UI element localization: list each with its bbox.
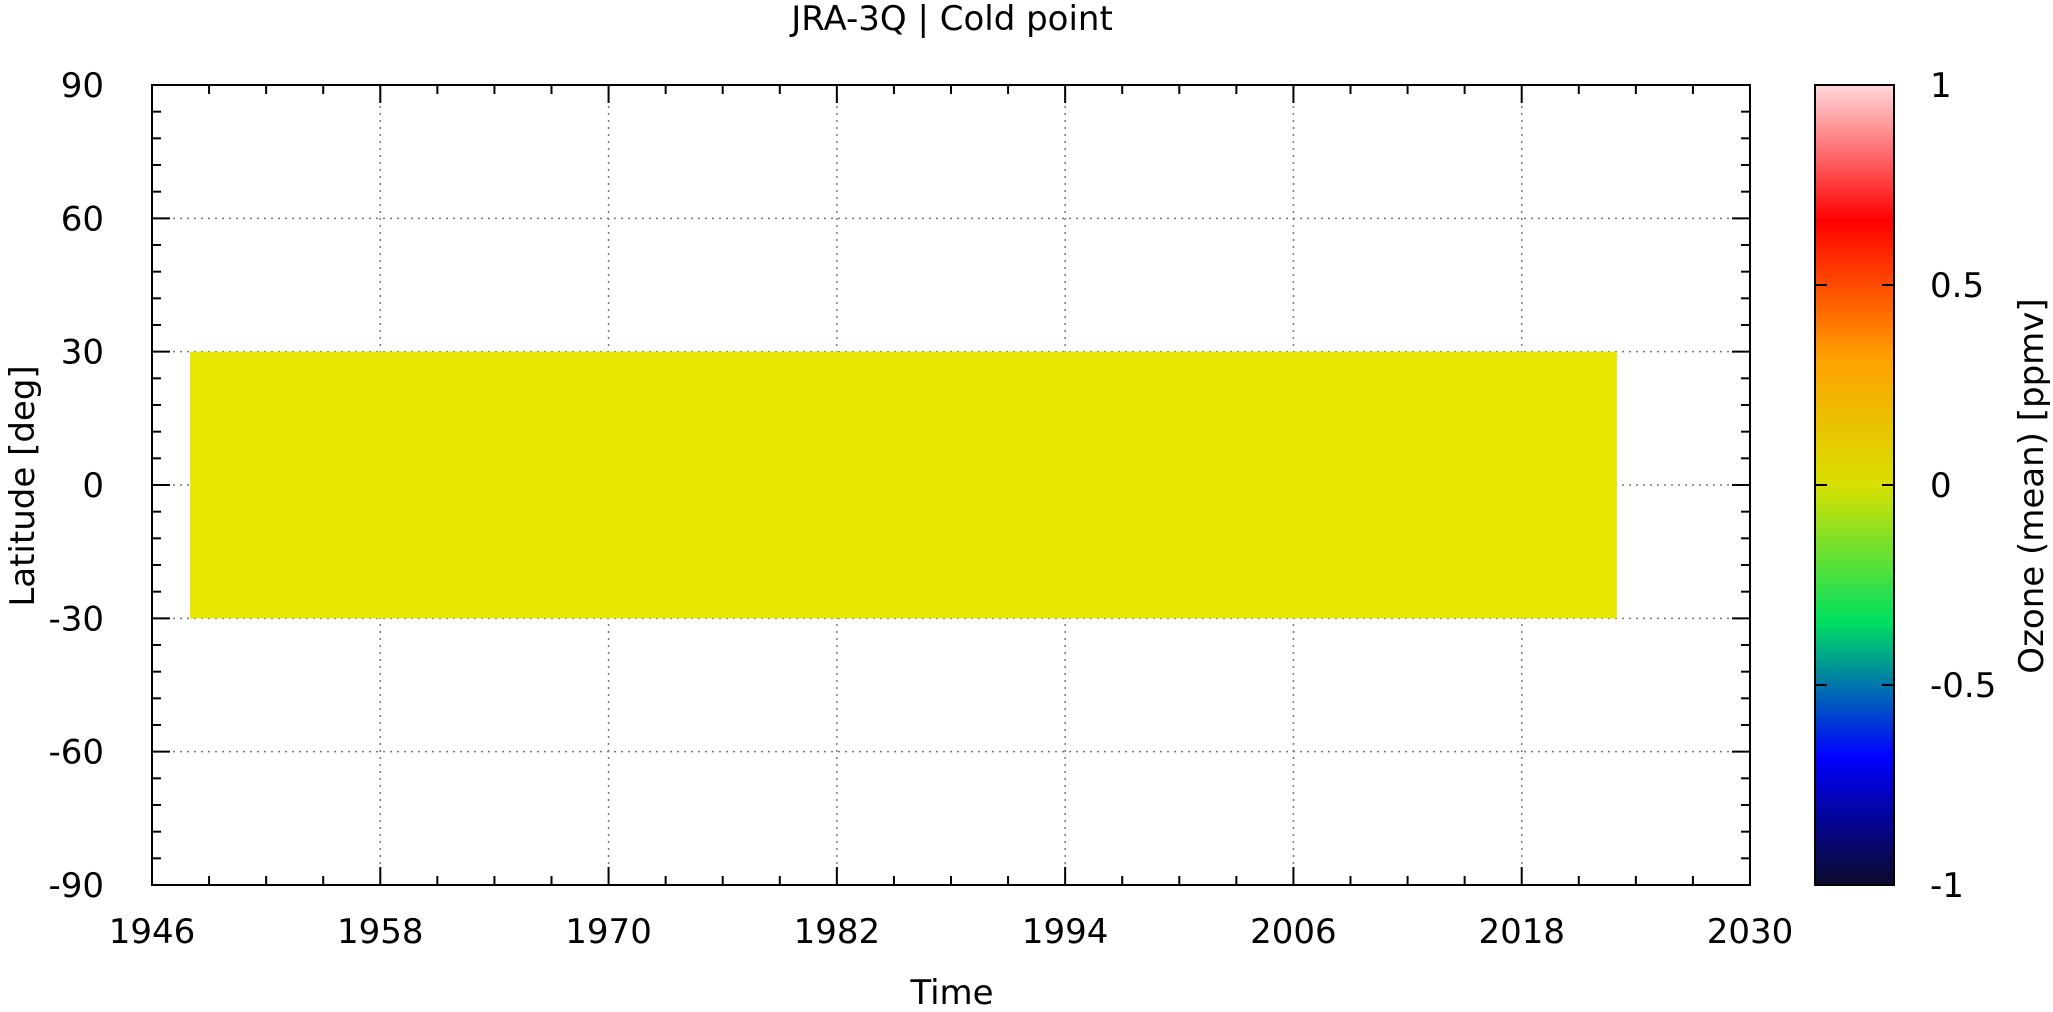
colorbar-tick-labels: 1 0.5 0 -0.5 -1 (1930, 66, 1996, 906)
y-tick-label: 30 (61, 333, 104, 373)
x-tick-labels: 1946 1958 1970 1982 1994 2006 2018 2030 (109, 912, 1794, 952)
x-tick-label: 2006 (1250, 912, 1337, 952)
colorbar-ticks (1815, 84, 1894, 886)
y-tick-label: -90 (48, 866, 104, 906)
y-tick-label: 0 (82, 466, 104, 506)
x-tick-label: 1970 (565, 912, 652, 952)
colorbar-tick-label: 1 (1930, 66, 1952, 106)
x-tick-label: 1946 (109, 912, 196, 952)
y-tick-label: 60 (61, 199, 104, 239)
plot-area (151, 84, 1751, 886)
colorbar-tick-label: -1 (1930, 866, 1964, 906)
y-tick-label: 90 (61, 66, 104, 106)
colorbar-tick-label: 0 (1930, 466, 1952, 506)
y-tick-labels: 90 60 30 0 -30 -60 -90 (48, 66, 104, 906)
x-tick-label: 2018 (1478, 912, 1565, 952)
data-region (190, 351, 1617, 619)
x-axis-label: Time (909, 973, 993, 1012)
colorbar: 1 0.5 0 -0.5 -1 (1814, 66, 1996, 906)
y-tick-label: -60 (48, 733, 104, 773)
x-tick-label: 1982 (794, 912, 881, 952)
y-tick-label: -30 (48, 599, 104, 639)
y-axis-label: Latitude [deg] (3, 365, 43, 606)
chart-title: JRA-3Q | Cold point (789, 0, 1113, 39)
colorbar-label: Ozone (mean) [ppmv] (2012, 298, 2052, 673)
x-tick-label: 2030 (1707, 912, 1794, 952)
x-tick-label: 1994 (1022, 912, 1109, 952)
colorbar-tick-label: -0.5 (1930, 666, 1996, 706)
x-tick-label: 1958 (337, 912, 424, 952)
plot-frame (151, 84, 1751, 886)
colorbar-gradient (1814, 84, 1895, 886)
colorbar-tick-label: 0.5 (1930, 266, 1984, 306)
